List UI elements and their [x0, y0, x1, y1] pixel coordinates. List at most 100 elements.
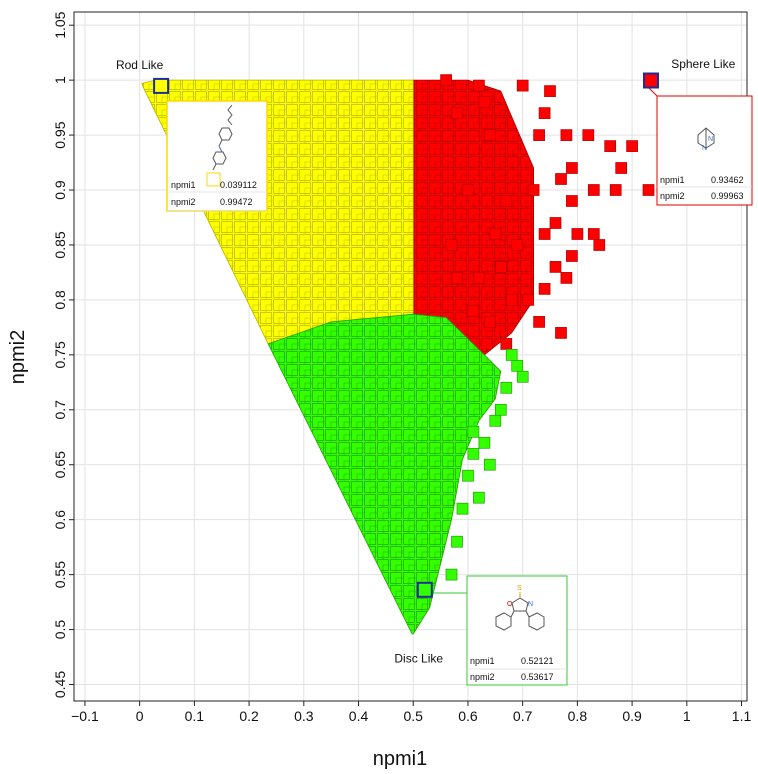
x-tick-label: 0.5: [404, 708, 424, 724]
disc-molecule-structure: [495, 592, 545, 631]
sphere-data-point: [522, 294, 534, 306]
x-tick-label: 1.1: [732, 708, 752, 724]
sphere-data-point: [549, 217, 562, 229]
disc-o-atom: O: [507, 601, 513, 608]
x-tick-label: 1: [683, 708, 691, 724]
sphere-data-point: [451, 272, 463, 284]
sphere-data-point: [626, 140, 638, 152]
y-tick-label: 0.5: [52, 620, 68, 640]
disc-data-point: [462, 469, 474, 482]
y-tick-label: 1: [52, 76, 68, 84]
disc-data-point: [483, 458, 496, 471]
y-tick-label: 0.9: [52, 180, 68, 200]
x-tick-label: −0.1: [71, 708, 99, 724]
sphere-data-point: [560, 129, 573, 141]
x-axis-title: npmi1: [373, 748, 427, 770]
y-tick-label: 0.95: [52, 121, 68, 148]
sphere-data-point: [609, 184, 622, 196]
disc-data-point: [451, 535, 463, 548]
region-label: Disc Like: [394, 652, 443, 666]
sphere-data-point: [587, 228, 600, 240]
sphere-data-point: [615, 162, 628, 174]
disc-n-atom: N: [528, 601, 533, 608]
rod-npmi2-label: npmi2: [171, 197, 196, 207]
region-label: Sphere Like: [671, 57, 735, 71]
sphere-data-point: [582, 129, 595, 141]
sphere-data-point: [494, 261, 507, 273]
sphere-data-point: [505, 294, 518, 306]
sphere-data-point: [483, 316, 496, 328]
disc-data-point: [489, 414, 502, 427]
y-tick-label: 0.55: [52, 561, 68, 588]
sphere-npmi2-value: 0.99963: [711, 191, 744, 201]
x-axis: −0.1 0 0.1 0.2 0.3 0.4 0.5 0.6 0.7 0.8 0.9 1 1.1: [71, 701, 751, 724]
disc-highlighted-point: [416, 581, 433, 598]
y-tick-label: 0.65: [52, 451, 68, 478]
y-tick-label: 0.7: [52, 400, 68, 420]
disc-data-point: [478, 436, 491, 449]
y-tick-label: 0.75: [52, 341, 68, 368]
sphere-data-point: [555, 327, 567, 339]
sphere-npmi1-value: 0.93462: [711, 175, 744, 185]
disc-data-point: [467, 447, 480, 460]
sphere-data-point: [560, 272, 573, 284]
x-tick-label: 0.1: [185, 708, 205, 724]
disc-data-point: [516, 370, 529, 383]
x-tick-label: 0.8: [568, 708, 588, 724]
y-tick-label: 0.8: [52, 290, 68, 310]
y-axis: 0.45 0.5 0.55 0.6 0.65 0.7 0.75 0.8 0.85 0.9 0.95 1…: [52, 11, 74, 698]
sphere-molecule-structure: [697, 127, 715, 149]
x-tick-label: 0: [136, 708, 144, 724]
y-tick-label: 0.45: [52, 671, 68, 698]
sphere-data-point: [593, 239, 606, 251]
x-tick-label: 0.2: [239, 708, 259, 724]
sphere-data-point: [538, 107, 551, 119]
sphere-data-point: [489, 228, 502, 240]
x-tick-label: 0.3: [294, 708, 314, 724]
y-axis-title: npmi2: [7, 330, 29, 384]
y-tick-label: 0.85: [52, 231, 68, 258]
disc-data-point: [467, 425, 480, 438]
sphere-data-point: [571, 228, 584, 240]
disc-data-point: [500, 381, 513, 394]
disc-npmi1-label: npmi1: [470, 656, 495, 666]
sphere-npmi1-label: npmi1: [660, 175, 685, 185]
disc-npmi2-value: 0.53617: [521, 672, 554, 682]
scattered-points: [440, 74, 655, 581]
plot-frame: [73, 11, 748, 702]
sphere-data-point: [642, 184, 655, 196]
sphere-data-point: [445, 239, 458, 251]
disc-data-point: [456, 502, 469, 515]
rod-molecule-structure: [212, 104, 233, 171]
sphere-data-point: [473, 272, 485, 284]
sphere-data-point: [440, 74, 452, 86]
sphere-data-point: [538, 228, 551, 240]
region-label: Rod Like: [116, 58, 164, 72]
disc-data-point: [511, 359, 524, 372]
sphere-data-point: [549, 261, 562, 273]
rod-npmi1-label: npmi1: [171, 180, 196, 190]
disc-npmi2-label: npmi2: [470, 672, 495, 682]
sphere-data-point: [451, 107, 463, 119]
disc-density-region: [267, 313, 502, 635]
sphere-info-panel: N N npmi1 0.93462 npmi2 0.99963: [656, 95, 753, 206]
disc-data-point: [473, 491, 485, 504]
sphere-data-point: [566, 250, 578, 262]
y-tick-label: 0.6: [52, 510, 68, 530]
sphere-data-point: [473, 79, 485, 92]
rod-npmi1-value: 0.039112: [220, 180, 257, 190]
sphere-npmi2-label: npmi2: [660, 191, 685, 201]
rod-highlighted-point: [153, 77, 170, 94]
y-tick-label: 1.05: [52, 11, 68, 38]
disc-data-point: [505, 349, 518, 361]
sphere-data-point: [566, 195, 578, 207]
sphere-data-point: [467, 305, 480, 317]
sphere-data-point: [566, 162, 578, 174]
sphere-data-point: [511, 239, 524, 251]
sphere-data-point: [533, 316, 545, 328]
sphere-data-point: [544, 85, 556, 97]
sphere-data-point: [500, 338, 513, 350]
disc-npmi1-value: 0.52121: [521, 656, 554, 666]
rod-npmi2-value: 0.99472: [220, 197, 253, 207]
sphere-data-point: [478, 96, 491, 108]
